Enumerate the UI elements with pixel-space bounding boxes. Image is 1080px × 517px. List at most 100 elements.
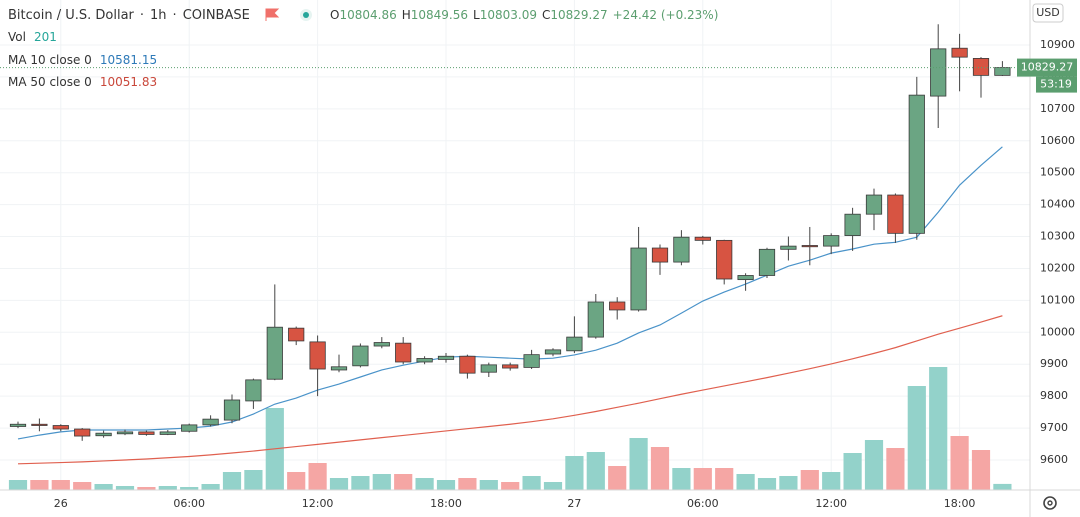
y-tick-label: 10900 bbox=[1040, 38, 1075, 51]
y-tick-label: 10200 bbox=[1040, 261, 1075, 274]
candle-body bbox=[116, 431, 134, 435]
volume-bar bbox=[629, 438, 648, 490]
y-tick-label: 10700 bbox=[1040, 102, 1075, 115]
candle-body bbox=[288, 327, 305, 342]
legend-name: MA 50 close 0 bbox=[8, 75, 92, 89]
x-tick-label: 18:00 bbox=[430, 497, 462, 510]
volume-bar bbox=[73, 482, 92, 490]
volume-bar bbox=[244, 470, 263, 490]
volume-bar bbox=[586, 452, 605, 490]
high-value: 10849.56 bbox=[411, 8, 468, 22]
volume-bar bbox=[372, 474, 391, 490]
volume-bar bbox=[715, 468, 734, 490]
candle-body bbox=[480, 364, 497, 373]
y-tick-label: 10100 bbox=[1040, 293, 1075, 306]
ohlc-values: O10804.86 H10849.56 L10803.09 C10829.27 +24.… bbox=[330, 8, 718, 22]
volume-bar bbox=[308, 463, 327, 490]
y-tick-label: 9700 bbox=[1040, 421, 1068, 434]
volume-bar bbox=[51, 480, 70, 490]
volume-bar bbox=[8, 480, 28, 490]
candle-body bbox=[416, 358, 433, 363]
candle-body bbox=[716, 239, 733, 280]
axes: 9600 9700 9800 9900 10000 10100 10200 10300 1040… bbox=[54, 38, 1075, 510]
y-tick-label: 9600 bbox=[1040, 453, 1068, 466]
candle-body bbox=[544, 349, 562, 355]
candle-body bbox=[801, 245, 818, 248]
ohlc-label: L bbox=[473, 8, 480, 22]
countdown: 53:19 bbox=[1040, 78, 1072, 91]
candle-body bbox=[330, 366, 348, 371]
candle-body bbox=[758, 248, 776, 276]
x-tick-label: 12:00 bbox=[815, 497, 847, 510]
y-tick-label: 10300 bbox=[1040, 230, 1075, 243]
volume-bar bbox=[287, 472, 306, 490]
candle-body bbox=[181, 424, 198, 432]
candle-body bbox=[673, 236, 690, 263]
low-value: 10803.09 bbox=[480, 8, 537, 22]
y-tick-label: 9900 bbox=[1040, 357, 1068, 370]
volume-bar bbox=[394, 474, 413, 490]
volume-bar bbox=[929, 367, 948, 490]
legend-value: 201 bbox=[34, 30, 57, 44]
legend-name: Vol bbox=[8, 30, 26, 44]
x-tick-label: 27 bbox=[567, 497, 581, 510]
x-tick-label: 06:00 bbox=[173, 497, 205, 510]
candle-body bbox=[844, 213, 861, 236]
y-tick-label: 10400 bbox=[1040, 198, 1075, 211]
volume-bar bbox=[565, 456, 584, 490]
candle-body bbox=[52, 425, 69, 430]
volume-bar bbox=[757, 478, 777, 490]
y-tick-label: 10500 bbox=[1040, 166, 1075, 179]
gear bbox=[1043, 496, 1057, 510]
currency-box[interactable] bbox=[1032, 3, 1064, 23]
candle-body bbox=[202, 418, 219, 426]
volume-bar bbox=[672, 468, 691, 490]
volume-bar bbox=[501, 482, 520, 490]
candle-body bbox=[780, 245, 797, 250]
countdown-box bbox=[1036, 76, 1077, 93]
candle-body bbox=[823, 235, 840, 247]
candle-body bbox=[9, 423, 27, 427]
currency: USD bbox=[1036, 6, 1060, 19]
volume-bar bbox=[94, 484, 113, 490]
y-tick-label: 9800 bbox=[1040, 389, 1068, 402]
volume-bar bbox=[886, 448, 905, 490]
x-tick-label: 26 bbox=[54, 497, 68, 510]
interval: 1h bbox=[150, 8, 167, 23]
legend-value: 10051.83 bbox=[100, 75, 157, 89]
ohlc-label: H bbox=[402, 8, 411, 22]
candle-body bbox=[587, 301, 604, 338]
volume-bar bbox=[436, 480, 456, 490]
y-tick-label: 10600 bbox=[1040, 134, 1075, 147]
change: +24.42 (+0.23%) bbox=[613, 8, 719, 22]
volume-bar bbox=[30, 480, 49, 490]
flag-icon[interactable] bbox=[265, 8, 280, 21]
volume-bar bbox=[115, 486, 135, 490]
price-box bbox=[1017, 58, 1077, 77]
x-tick-label: 18:00 bbox=[944, 497, 976, 510]
gear-center bbox=[1047, 500, 1053, 506]
legend-name: MA 10 close 0 bbox=[8, 53, 92, 67]
volume-bar bbox=[864, 440, 884, 490]
candle-body bbox=[930, 48, 947, 97]
candle-body bbox=[74, 428, 91, 437]
volume-bar bbox=[843, 453, 862, 490]
candle-body bbox=[887, 194, 904, 234]
volume-bar bbox=[458, 478, 477, 490]
settings-icon[interactable] bbox=[1043, 496, 1057, 510]
candle-body bbox=[908, 94, 925, 234]
volume-bar bbox=[158, 486, 177, 490]
volume-bar bbox=[351, 476, 370, 490]
volume-bar bbox=[650, 447, 670, 490]
symbol: Bitcoin / U.S. Dollar bbox=[8, 8, 135, 23]
volume-bar bbox=[779, 476, 798, 490]
ma50-legend: MA 50 close 0 10051.83 bbox=[8, 75, 157, 89]
volume-bar bbox=[222, 472, 242, 490]
candle-body bbox=[395, 342, 412, 363]
candle-body bbox=[972, 58, 990, 76]
volume-bar bbox=[993, 483, 1012, 490]
candle-body bbox=[630, 247, 647, 311]
x-tick-label: 12:00 bbox=[302, 497, 334, 510]
candle-body bbox=[951, 47, 968, 58]
